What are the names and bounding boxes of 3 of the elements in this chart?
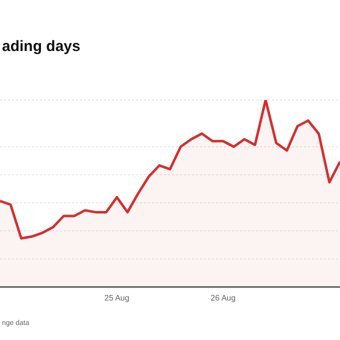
x-tick-label: 25 Aug	[104, 294, 130, 303]
chart-title: ading days	[2, 38, 80, 55]
x-tick-label: 26 Aug	[210, 294, 236, 303]
